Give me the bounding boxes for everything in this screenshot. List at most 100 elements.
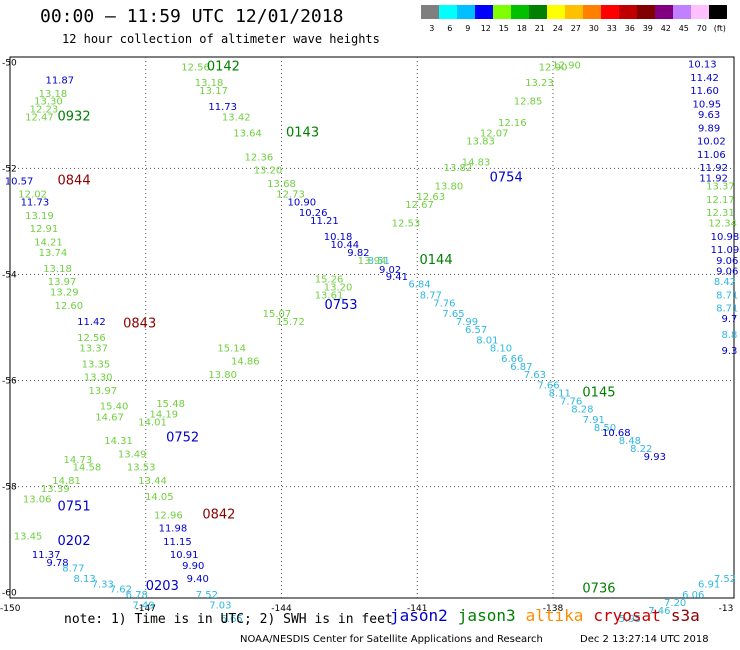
lat-tick-label: -58 <box>2 483 17 493</box>
swh-value: 15.26 <box>315 274 344 285</box>
swh-value: 15.14 <box>217 343 246 354</box>
scale-swatch <box>547 5 565 19</box>
swh-value: 13.97 <box>88 386 117 397</box>
swh-value: 8.51 <box>368 256 390 267</box>
pass-time-label: 0754 <box>490 171 523 186</box>
swh-value: 5.95 <box>619 614 641 625</box>
swh-value: 12.56 <box>77 333 106 344</box>
swh-value: 12.73 <box>276 190 305 201</box>
pass-time-label: 0842 <box>202 507 235 522</box>
swh-value: 9.89 <box>698 123 720 134</box>
swh-value: 7.46 <box>648 606 670 617</box>
swh-value: 12.53 <box>392 219 421 230</box>
swh-value: 13.29 <box>50 288 79 299</box>
swh-value: 13.45 <box>14 532 43 543</box>
scale-label: 27 <box>571 24 581 33</box>
scale-label: 36 <box>625 24 635 33</box>
swh-value: 13.30 <box>34 97 63 108</box>
swh-value: 13.53 <box>127 463 156 474</box>
swh-value: 11.42 <box>690 73 719 84</box>
legend-altika: altika <box>525 606 584 625</box>
swh-value: 13.80 <box>435 182 464 193</box>
swh-value: 8.11 <box>549 388 571 399</box>
lat-tick-label: -56 <box>2 377 17 387</box>
swh-value: 8.42 <box>714 277 736 288</box>
swh-value: 13.37 <box>706 182 735 193</box>
pass-time-label: 0736 <box>582 582 615 597</box>
swh-value: 6.84 <box>408 280 430 291</box>
satellite-legend: jason2 jason3 altika cryosat s3a <box>390 606 710 625</box>
scale-swatch <box>583 5 601 19</box>
swh-value: 14.31 <box>104 436 133 447</box>
swh-value: 12.16 <box>498 118 527 129</box>
swh-value: 13.49 <box>118 449 147 460</box>
swh-value: 9.41 <box>386 272 408 283</box>
scale-swatch <box>439 5 457 19</box>
swh-value: 13.64 <box>233 129 262 140</box>
scale-swatch <box>475 5 493 19</box>
swh-value: 10.26 <box>299 208 328 219</box>
scale-label: 18 <box>517 24 527 33</box>
swh-value: 12.90 <box>552 61 581 72</box>
pass-time-label: 0145 <box>582 385 615 400</box>
scale-label: 33 <box>607 24 617 33</box>
swh-value: 6.78 <box>126 590 148 601</box>
swh-value: 15.48 <box>156 399 185 410</box>
swh-value: 12.67 <box>405 200 434 211</box>
swh-value: 11.98 <box>159 524 188 535</box>
legend-s3a: s3a <box>670 606 700 625</box>
scale-label: 42 <box>661 24 671 33</box>
swh-value: 7.66 <box>537 380 559 391</box>
swh-value: 13.37 <box>79 343 108 354</box>
swh-value: 13.83 <box>466 137 495 148</box>
scale-label: 6 <box>447 24 452 33</box>
swh-value: 11.09 <box>711 245 740 256</box>
swh-value: 6.91 <box>698 579 720 590</box>
swh-value: 13.44 <box>138 476 167 487</box>
swh-value: 6.65 <box>221 614 243 625</box>
swh-value: 7.76 <box>433 298 455 309</box>
lat-tick-label: -60 <box>2 589 17 599</box>
swh-value: 14.05 <box>145 492 174 503</box>
swh-value: 7.99 <box>456 317 478 328</box>
swh-value: 9.3 <box>722 346 738 357</box>
scale-label: 3 <box>429 24 434 33</box>
pass-time-label: 0932 <box>58 110 91 125</box>
swh-value: 7.52 <box>196 590 218 601</box>
swh-value: 12.07 <box>480 129 509 140</box>
scale-swatch <box>619 5 637 19</box>
lat-tick-label: -54 <box>2 270 17 280</box>
swh-value: 11.92 <box>699 174 728 185</box>
swh-value: 11.42 <box>77 317 106 328</box>
swh-value: 13.18 <box>43 264 72 275</box>
swh-value: 12.85 <box>514 97 543 108</box>
pass-time-label: 0144 <box>420 253 453 268</box>
swh-value: 10.13 <box>688 60 717 71</box>
swh-value: 10.95 <box>693 99 722 110</box>
swh-value: 10.68 <box>602 428 631 439</box>
swh-value: 13.19 <box>25 211 54 222</box>
scale-label: 39 <box>643 24 653 33</box>
swh-value: 12.02 <box>18 190 47 201</box>
scale-label: 30 <box>589 24 599 33</box>
swh-value: 13.42 <box>222 113 251 124</box>
swh-value: 9.90 <box>182 561 204 572</box>
map-subtitle: 12 hour collection of altimeter wave hei… <box>62 32 380 46</box>
swh-value: 12.96 <box>154 510 183 521</box>
swh-value: 14.67 <box>95 412 124 423</box>
swh-value: 12.36 <box>245 152 274 163</box>
swh-value: 13.17 <box>199 86 228 97</box>
footer-note: note: 1) Time is in UTC; 2) SWH is in fe… <box>64 612 393 627</box>
swh-value: 9.63 <box>698 110 720 121</box>
swh-value: 6.06 <box>682 590 704 601</box>
swh-value: 10.18 <box>324 232 353 243</box>
swh-value: 9.82 <box>347 248 369 259</box>
lon-tick-label: -150 <box>0 604 21 614</box>
swh-value: 12.23 <box>30 105 59 116</box>
swh-value: 12.91 <box>30 224 59 235</box>
swh-value: 13.30 <box>84 373 113 384</box>
swh-value: 8.77 <box>62 563 84 574</box>
scale-label: (ft) <box>714 24 726 33</box>
swh-value: 12.56 <box>181 62 210 73</box>
